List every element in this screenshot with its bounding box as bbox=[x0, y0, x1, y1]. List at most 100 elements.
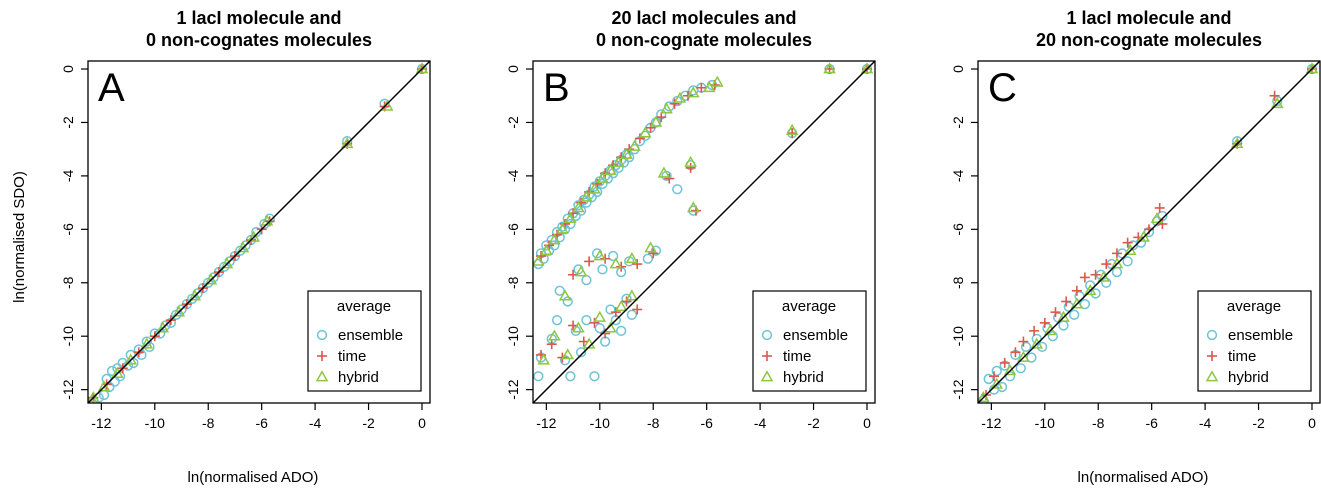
y-tick-label: -10 bbox=[505, 326, 521, 346]
legend: average ensemble time hybrid bbox=[1197, 290, 1312, 392]
hybrid-point bbox=[1270, 97, 1284, 109]
x-tick-label: -8 bbox=[1092, 415, 1105, 431]
panel-letter: A bbox=[98, 66, 125, 110]
time-point bbox=[584, 256, 595, 267]
plus-icon bbox=[317, 351, 327, 361]
hybrid-point bbox=[593, 310, 607, 322]
hybrid-point bbox=[574, 265, 588, 277]
hybrid-point bbox=[140, 337, 154, 349]
hybrid-point bbox=[236, 241, 250, 253]
ensemble-point bbox=[1101, 277, 1112, 288]
chart-title-line: 20 non-cognate molecules bbox=[1036, 30, 1262, 50]
hybrid-point bbox=[687, 86, 700, 98]
ensemble-point bbox=[1111, 266, 1123, 278]
time-point bbox=[787, 128, 798, 139]
x-tick-label: 0 bbox=[418, 415, 426, 431]
hybrid-point bbox=[1083, 284, 1097, 296]
time-point bbox=[989, 371, 1000, 382]
ensemble-point bbox=[1069, 309, 1080, 320]
time-point bbox=[616, 261, 627, 272]
identity-line bbox=[88, 61, 430, 403]
plus-icon bbox=[1207, 351, 1217, 361]
hybrid-point bbox=[548, 329, 561, 341]
hybrid-point bbox=[978, 390, 990, 403]
y-tick-label: 0 bbox=[950, 65, 966, 73]
hybrid-point bbox=[596, 171, 609, 183]
hybrid-point bbox=[660, 102, 673, 114]
hybrid-point bbox=[540, 243, 553, 256]
hybrid-point bbox=[537, 353, 550, 365]
identity-line bbox=[978, 61, 1320, 403]
ensemble-point bbox=[554, 285, 565, 296]
hybrid-point bbox=[1150, 211, 1164, 223]
ensemble-point bbox=[581, 274, 592, 286]
chart-title-line: 0 non-cognates molecules bbox=[146, 30, 372, 50]
legend-entry-hybrid: hybrid bbox=[338, 369, 379, 386]
hybrid-point bbox=[220, 257, 234, 269]
x-tick-label: -4 bbox=[1199, 415, 1212, 431]
legend-entry-time: time bbox=[783, 348, 811, 365]
time-point bbox=[632, 259, 643, 270]
hybrid-point bbox=[97, 380, 111, 392]
time-point bbox=[1122, 237, 1133, 248]
x-tick-label: -12 bbox=[981, 415, 1001, 431]
time-point bbox=[999, 357, 1010, 368]
x-tick-label: -6 bbox=[1145, 415, 1158, 431]
x-tick-label: -2 bbox=[362, 415, 375, 431]
legend-box bbox=[1197, 290, 1312, 392]
hybrid-point bbox=[1305, 62, 1319, 74]
legend-title: average bbox=[782, 298, 836, 315]
ensemble-point bbox=[575, 347, 587, 358]
time-point bbox=[600, 253, 611, 264]
circle-icon bbox=[316, 329, 328, 341]
hybrid-point bbox=[172, 305, 186, 317]
time-point bbox=[685, 162, 696, 173]
plot-area bbox=[978, 61, 1320, 403]
time-point bbox=[682, 90, 693, 101]
time-point bbox=[645, 122, 656, 133]
legend-entry-time: time bbox=[1228, 348, 1256, 365]
hybrid-point bbox=[703, 81, 716, 93]
hybrid-point bbox=[1017, 350, 1030, 362]
plot-frame bbox=[977, 60, 1321, 404]
hybrid-point bbox=[88, 390, 100, 403]
ensemble-point bbox=[594, 323, 605, 334]
x-tick-label: 0 bbox=[863, 415, 871, 431]
ensemble-point bbox=[597, 264, 608, 275]
hybrid-point bbox=[711, 75, 724, 87]
legend-entry-hybrid: hybrid bbox=[1228, 369, 1269, 386]
hybrid-point bbox=[561, 348, 575, 360]
y-tick-label: -12 bbox=[60, 379, 76, 399]
time-point bbox=[1071, 285, 1082, 296]
x-tick-label: -6 bbox=[255, 415, 268, 431]
ensemble-point bbox=[1058, 320, 1069, 331]
y-tick-label: -6 bbox=[950, 223, 966, 236]
ensemble-point bbox=[983, 373, 994, 385]
x-tick-label: 0 bbox=[1308, 415, 1316, 431]
hybrid-point bbox=[1230, 137, 1244, 149]
time-point bbox=[664, 173, 675, 184]
legend-entry-ensemble: ensemble bbox=[1228, 327, 1293, 344]
time-point bbox=[1039, 317, 1050, 328]
time-point bbox=[1269, 90, 1280, 101]
y-tick-label: 0 bbox=[60, 65, 76, 73]
ensemble-point bbox=[642, 253, 654, 264]
y-tick-label: -12 bbox=[950, 379, 966, 399]
time-point bbox=[669, 98, 680, 109]
hybrid-point bbox=[1097, 270, 1110, 282]
legend-entry-ensemble: ensemble bbox=[783, 327, 848, 344]
time-point bbox=[1101, 259, 1112, 270]
hybrid-point bbox=[990, 377, 1003, 389]
ensemble-point bbox=[565, 371, 576, 382]
hybrid-point bbox=[533, 254, 545, 266]
hybrid-point bbox=[188, 289, 202, 301]
y-tick-label: -6 bbox=[505, 223, 521, 236]
hybrid-point bbox=[1137, 230, 1150, 242]
hybrid-point bbox=[204, 273, 218, 285]
ensemble-point bbox=[562, 296, 573, 307]
ensemble-point bbox=[141, 336, 152, 347]
x-tick-label: -10 bbox=[145, 415, 165, 431]
y-tick-label: -8 bbox=[505, 276, 521, 289]
hybrid-point bbox=[548, 233, 561, 245]
